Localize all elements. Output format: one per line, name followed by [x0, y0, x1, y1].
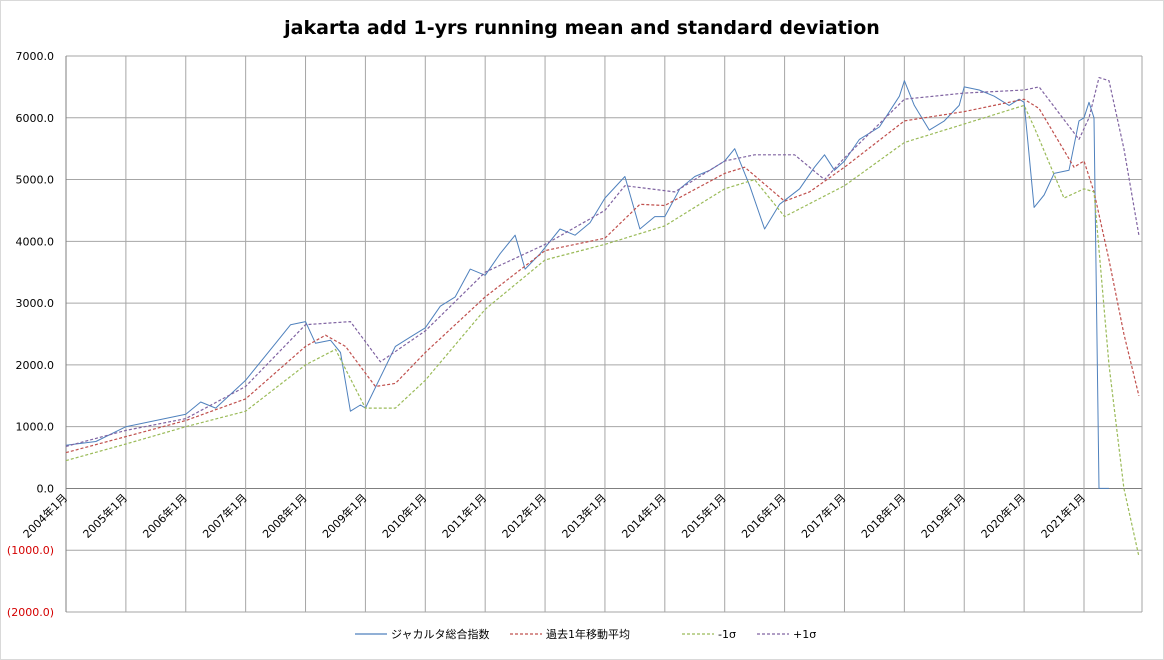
- legend-label-1: 過去1年移動平均: [546, 627, 630, 641]
- y-tick-label: 5000.0: [16, 174, 55, 187]
- legend-label-0: ジャカルタ総合指数: [391, 627, 489, 641]
- chart-title: jakarta add 1-yrs running mean and stand…: [283, 17, 880, 39]
- legend: ジャカルタ総合指数 過去1年移動平均 -1σ +1σ: [355, 627, 816, 641]
- y-tick-label: 0.0: [37, 482, 55, 495]
- y-tick-label: 7000.0: [16, 50, 55, 63]
- y-axis-ticks: 7000.0 6000.0 5000.0 4000.0 3000.0 2000.0 1000…: [7, 50, 54, 619]
- y-tick-label: (2000.0): [7, 606, 54, 619]
- series-line-1: [65, 98, 1140, 454]
- series-lines: [65, 76, 1140, 557]
- series-line-0: [65, 80, 1109, 489]
- y-tick-label: 3000.0: [16, 297, 55, 310]
- y-tick-label: 1000.0: [16, 421, 55, 434]
- y-tick-label: 2000.0: [16, 359, 55, 372]
- grid: [65, 55, 1143, 613]
- legend-label-3: +1σ: [793, 628, 816, 641]
- series-line-3: [65, 76, 1140, 447]
- y-tick-label: 4000.0: [16, 235, 55, 248]
- y-tick-label: (1000.0): [7, 544, 54, 557]
- y-tick-label: 6000.0: [16, 112, 55, 125]
- series-line-2: [65, 104, 1140, 557]
- legend-label-2: -1σ: [718, 628, 736, 641]
